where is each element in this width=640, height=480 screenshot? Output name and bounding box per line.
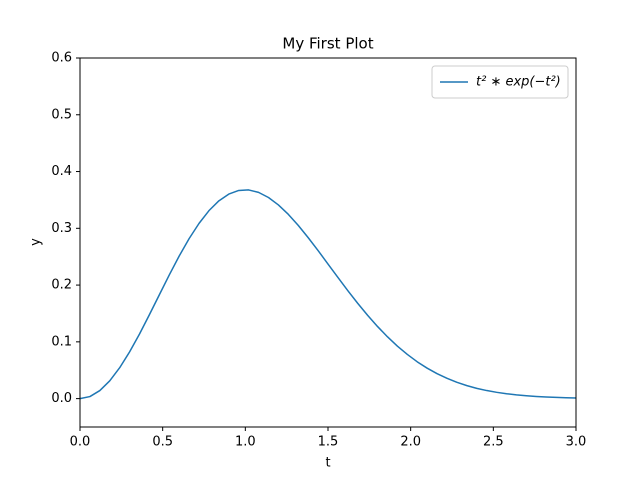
y-tick-label: 0.0 <box>51 391 72 406</box>
x-tick-label: 0.0 <box>70 435 91 450</box>
x-axis-label: t <box>325 456 330 471</box>
y-tick-label: 0.3 <box>51 221 72 236</box>
chart-title: My First Plot <box>282 35 373 53</box>
y-tick-label: 0.5 <box>51 107 72 122</box>
line <box>79 189 577 400</box>
x-tick-label: 2.5 <box>483 435 504 450</box>
legend-label: t² ∗ exp(−t²) <box>476 75 561 90</box>
y-tick-label: 0.6 <box>51 51 72 66</box>
x-tick-label: 2.0 <box>400 435 421 450</box>
y-tick-label: 0.1 <box>51 334 72 349</box>
y-axis-label: y <box>29 238 44 246</box>
x-tick-label: 1.0 <box>235 435 256 450</box>
legend-box <box>431 65 569 99</box>
x-tick-label: 3.0 <box>566 435 587 450</box>
x-tick-label: 0.5 <box>152 435 173 450</box>
plot-frame <box>79 57 577 428</box>
y-tick-label: 0.2 <box>51 278 72 293</box>
x-tick-label: 1.5 <box>318 435 339 450</box>
y-tick-label: 0.4 <box>51 164 72 179</box>
